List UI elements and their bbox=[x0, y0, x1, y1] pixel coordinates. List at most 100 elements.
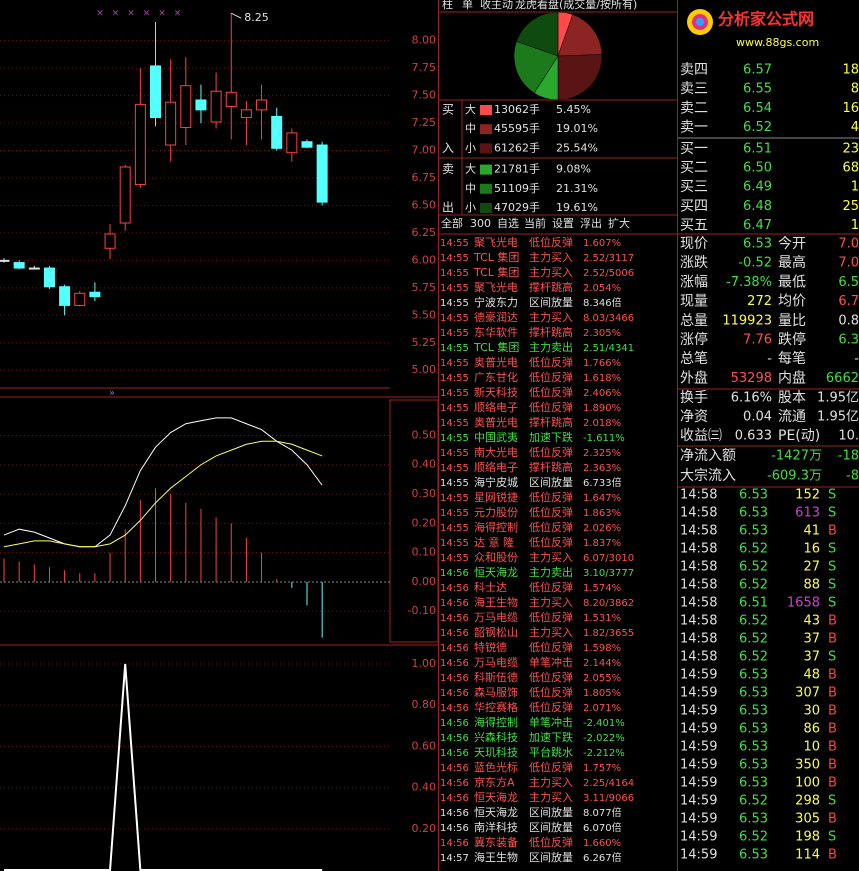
marker: × bbox=[158, 9, 166, 19]
tab: 单 bbox=[462, 0, 473, 11]
trade-side: B bbox=[828, 524, 837, 539]
trade-volume: 100 bbox=[795, 776, 820, 791]
toolbar-item: 浮出 bbox=[580, 216, 602, 230]
stat-label: 换手 bbox=[680, 389, 708, 406]
trade-price: 6.52 bbox=[739, 578, 768, 593]
flow-percent: 19.01% bbox=[556, 122, 598, 135]
alert-value: 6.267倍 bbox=[583, 851, 622, 864]
stat-label: 今开 bbox=[778, 236, 806, 252]
toolbar-item: 300 bbox=[470, 217, 491, 230]
trade-price: 6.53 bbox=[739, 524, 768, 539]
book-label: 卖二 bbox=[680, 100, 708, 116]
trade-price: 6.52 bbox=[739, 632, 768, 647]
flow-percent: 21.31% bbox=[556, 182, 598, 195]
logo-icon bbox=[687, 9, 713, 35]
flow-size: 大 bbox=[465, 162, 476, 176]
alert-time: 14:56 bbox=[440, 778, 469, 789]
trade-side: S bbox=[828, 506, 836, 521]
stat-value: - bbox=[854, 352, 859, 367]
flow-side: 卖 bbox=[442, 162, 454, 176]
alert-value: -1.611% bbox=[583, 433, 625, 444]
stat-label: 每笔 bbox=[778, 351, 806, 367]
alert-signal: 低位反弹 bbox=[529, 385, 573, 399]
alert-time: 14:56 bbox=[440, 598, 469, 609]
book-volume: 23 bbox=[842, 141, 859, 156]
alert-name: 兴森科技 bbox=[474, 730, 518, 744]
trade-volume: 37 bbox=[803, 632, 820, 647]
alert-value: 2.305% bbox=[583, 328, 621, 339]
candle-body bbox=[150, 65, 161, 119]
stat-value: 6.5 bbox=[838, 275, 859, 290]
alert-name: 海得控制 bbox=[474, 520, 518, 534]
stat-value: -0.52 bbox=[738, 256, 772, 271]
alert-time: 14:55 bbox=[440, 478, 469, 489]
trade-time: 14:59 bbox=[680, 704, 717, 719]
alert-name: 东华软件 bbox=[474, 325, 518, 339]
trade-price: 6.51 bbox=[739, 596, 768, 611]
stat-value: 272 bbox=[747, 294, 772, 309]
alert-signal: 撑杆跳高 bbox=[529, 415, 573, 429]
alert-name: 广东甘化 bbox=[474, 370, 518, 384]
alert-signal: 单笔冲击 bbox=[529, 715, 573, 729]
alert-name: 众和股份 bbox=[474, 551, 518, 564]
alert-value: 2.406% bbox=[583, 388, 621, 399]
stat-label: 流通 bbox=[778, 409, 806, 425]
logo-url: www.88gs.com bbox=[736, 36, 819, 49]
alert-time: 14:56 bbox=[440, 658, 469, 669]
alert-value: 2.25/4164 bbox=[583, 778, 634, 789]
book-label: 买一 bbox=[680, 141, 708, 157]
alert-value: 1.766% bbox=[583, 358, 621, 369]
alert-value: 1.805% bbox=[583, 688, 621, 699]
alert-signal: 加速下跌 bbox=[529, 730, 573, 744]
alert-name: 达 意 隆 bbox=[474, 535, 514, 549]
flow-swatch bbox=[480, 203, 492, 213]
alert-name: 宁波东力 bbox=[474, 295, 518, 309]
alert-value: 1.598% bbox=[583, 643, 621, 654]
trade-time: 14:58 bbox=[680, 578, 717, 593]
y-tick-label: 0.00 bbox=[412, 575, 437, 588]
alert-value: 1.757% bbox=[583, 763, 621, 774]
trade-time: 14:58 bbox=[680, 632, 717, 647]
y-tick-label: 0.60 bbox=[412, 739, 437, 752]
alert-signal: 撑杆跳高 bbox=[529, 280, 573, 294]
scroll-marker[interactable]: » bbox=[109, 389, 115, 399]
stat-label: 内盘 bbox=[778, 369, 806, 386]
trade-volume: 30 bbox=[803, 704, 820, 719]
alert-time: 14:56 bbox=[440, 643, 469, 654]
alert-signal: 撑杆跳高 bbox=[529, 325, 573, 339]
trade-side: S bbox=[828, 488, 836, 503]
trade-volume: 16 bbox=[803, 542, 820, 557]
trade-volume: 1658 bbox=[787, 596, 820, 611]
candle-body bbox=[59, 286, 71, 306]
candle-body bbox=[180, 85, 192, 128]
trade-side: S bbox=[828, 794, 836, 809]
alert-value: 1.890% bbox=[583, 403, 621, 414]
book-volume: 68 bbox=[842, 161, 859, 176]
alert-name: 顺络电子 bbox=[474, 460, 518, 474]
flow-volume: 45595手 bbox=[494, 121, 540, 135]
trade-time: 14:59 bbox=[680, 848, 717, 863]
flow-swatch bbox=[480, 183, 492, 194]
trade-price: 6.53 bbox=[739, 686, 768, 701]
alert-signal: 低位反弹 bbox=[529, 355, 573, 369]
trade-volume: 305 bbox=[795, 812, 820, 827]
flow-percent: 25.54% bbox=[556, 141, 598, 154]
alert-name: 蓝色光标 bbox=[474, 760, 518, 774]
alert-name: 奥普光电 bbox=[474, 415, 518, 429]
candle-body bbox=[165, 101, 177, 146]
trade-side: B bbox=[828, 668, 837, 683]
y-tick-label: 5.00 bbox=[412, 363, 437, 376]
logo-center bbox=[696, 18, 704, 26]
stat-label: 涨幅 bbox=[680, 274, 708, 290]
y-tick-label: 5.50 bbox=[412, 308, 437, 321]
trade-price: 6.53 bbox=[739, 488, 768, 503]
book-price: 6.57 bbox=[743, 63, 772, 78]
alert-value: 2.325% bbox=[583, 448, 621, 459]
alert-value: -2.212% bbox=[583, 748, 625, 759]
book-label: 卖一 bbox=[680, 120, 708, 136]
y-tick-label: 6.00 bbox=[412, 253, 437, 266]
y-tick-label: 0.40 bbox=[412, 781, 437, 794]
alert-value: 2.054% bbox=[583, 283, 621, 294]
y-tick-label: 7.00 bbox=[412, 144, 437, 157]
alert-name: 德豪润达 bbox=[474, 310, 518, 324]
